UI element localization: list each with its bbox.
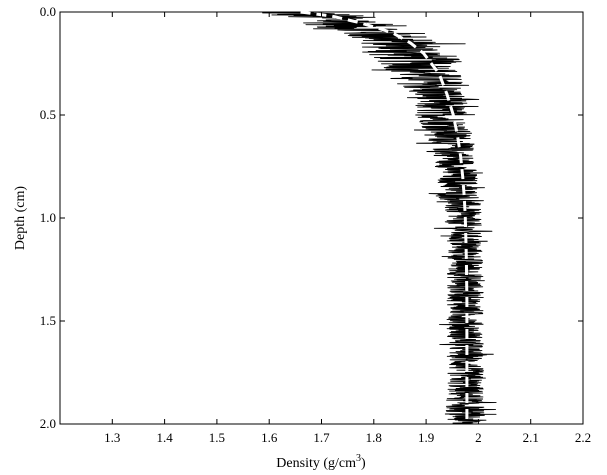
measured-density-series — [262, 11, 497, 425]
y-tick-label: 0.0 — [40, 4, 56, 19]
axis-ticks — [60, 11, 584, 425]
y-tick-label: 2.0 — [40, 416, 56, 431]
y-axis-label: Depth (cm) — [13, 186, 28, 250]
fitted-density-series — [300, 10, 469, 424]
x-tick-label: 2 — [475, 430, 482, 445]
fitted-density-line — [300, 10, 469, 424]
x-tick-labels: 1.3 1.4 1.5 1.6 1.7 1.8 1.9 2 2.1 2.2 — [104, 430, 591, 445]
x-tick-label: 1.8 — [366, 430, 382, 445]
y-tick-labels: 0.0 0.5 1.0 1.5 2.0 — [40, 4, 56, 431]
y-tick-label: 0.5 — [40, 107, 56, 122]
y-tick-label: 1.5 — [40, 313, 56, 328]
x-tick-label: 1.3 — [104, 430, 120, 445]
x-axis-label: Density (g/cm3) — [276, 453, 366, 471]
x-tick-label: 1.6 — [261, 430, 278, 445]
x-tick-label: 1.5 — [209, 430, 225, 445]
measured-density-line — [262, 11, 497, 425]
x-tick-label: 2.1 — [523, 430, 539, 445]
plot-frame — [59, 11, 584, 425]
x-tick-label: 1.7 — [313, 430, 330, 445]
x-tick-label: 2.2 — [575, 430, 591, 445]
y-tick-label: 1.0 — [40, 210, 56, 225]
x-tick-label: 1.9 — [418, 430, 434, 445]
x-tick-label: 1.4 — [156, 430, 173, 445]
